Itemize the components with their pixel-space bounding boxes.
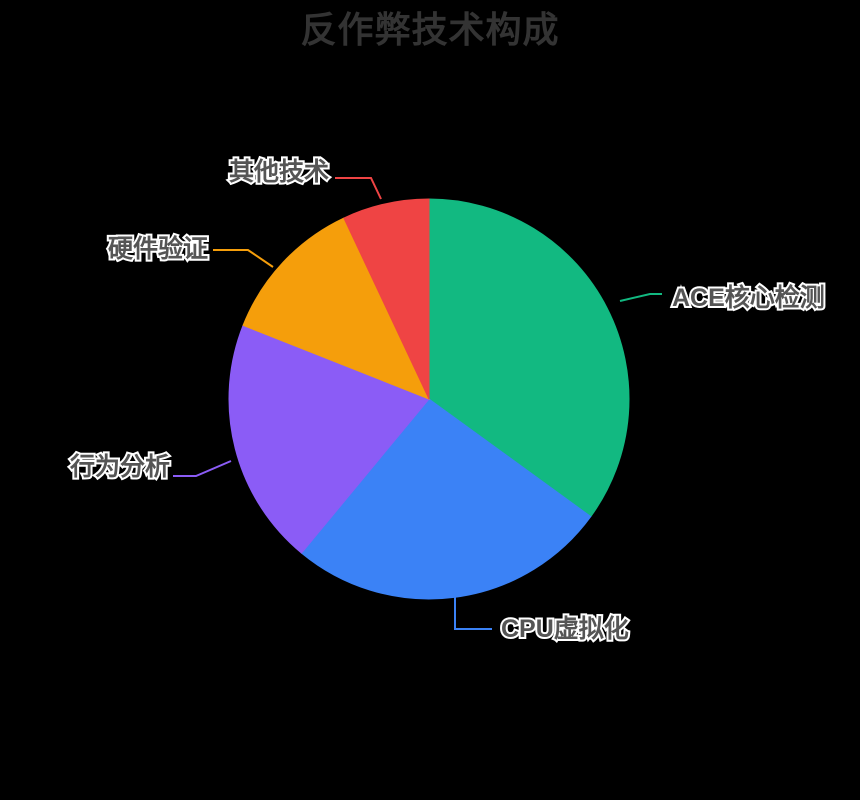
- pie-slice-label-text: 其他技术: [229, 158, 330, 186]
- pie-slice[interactable]: [228, 324, 430, 554]
- pie-slice-label-outline: 行为分析: [68, 451, 172, 483]
- pie-slice-group: [228, 198, 630, 600]
- leader-line-group: [173, 177, 662, 630]
- page-title: 反作弊技术构成: [300, 9, 560, 50]
- pie-slice-label-text: CPU虚拟化: [501, 615, 629, 643]
- leader-line: [619, 293, 662, 302]
- pie-slice-label-text: 硬件验证: [108, 235, 209, 263]
- leader-line: [454, 595, 492, 630]
- leader-line: [335, 177, 382, 200]
- pie-slice-label-outline: 硬件验证: [106, 233, 210, 265]
- pie-slice[interactable]: [343, 198, 430, 400]
- leader-line: [213, 249, 274, 268]
- pie-slice[interactable]: [242, 217, 430, 400]
- pie-slice-label-outline: ACE核心检测: [670, 282, 827, 314]
- pie-slice-label-outline: 其他技术: [227, 156, 331, 188]
- leader-line: [173, 460, 232, 477]
- pie-slice-label-text: ACE核心检测: [672, 284, 825, 312]
- pie-slice-label-outline: CPU虚拟化: [499, 613, 631, 645]
- pie-slice-label-text: 行为分析: [70, 453, 171, 481]
- pie-slice[interactable]: [428, 198, 630, 518]
